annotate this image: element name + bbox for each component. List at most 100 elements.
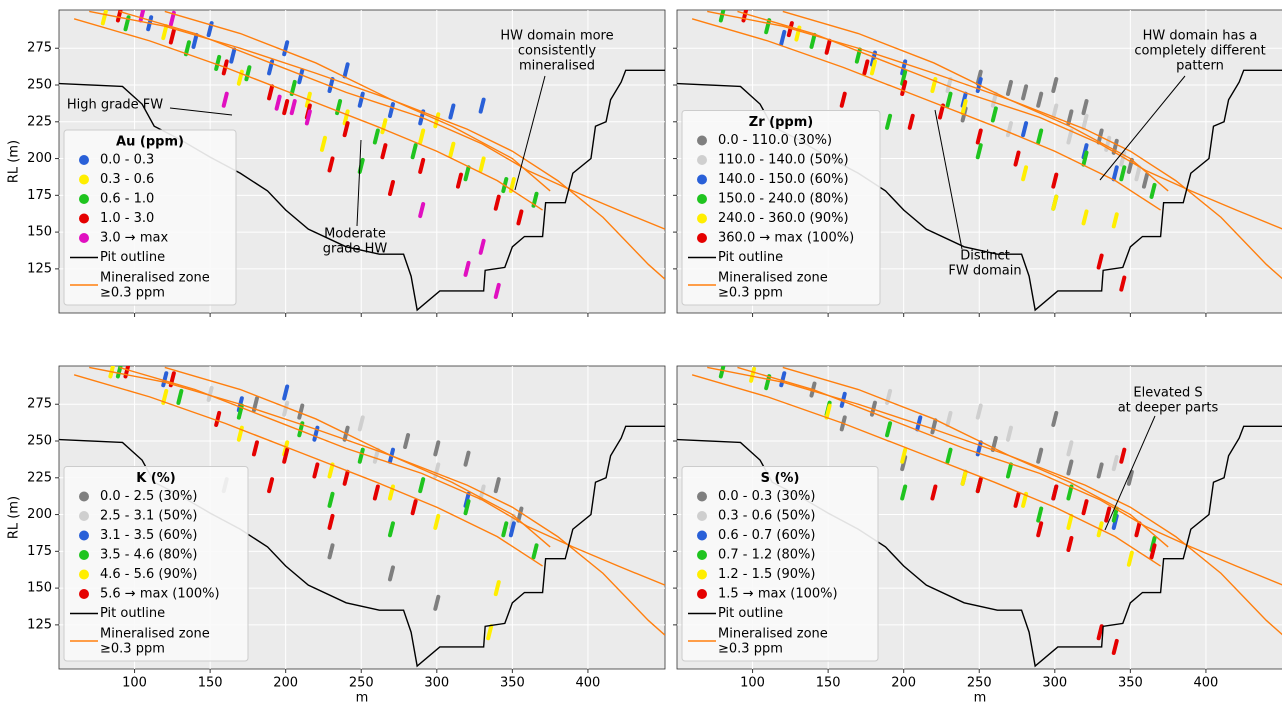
legend-marker	[79, 589, 89, 599]
legend-marker	[697, 511, 707, 521]
annotation: completely different	[1134, 44, 1265, 59]
annotation-arrow	[934, 109, 963, 250]
legend-label: 360.0 → max (100%)	[718, 231, 854, 246]
x-tick-label: 250	[349, 676, 374, 691]
sample-point	[1021, 121, 1029, 138]
legend-label: Pit outline	[718, 606, 783, 621]
legend-marker	[697, 155, 707, 165]
legend-label: 5.6 → max (100%)	[100, 587, 220, 602]
legend-label: 0.6 - 0.7 (60%)	[718, 528, 815, 543]
x-tick-label: 250	[967, 676, 992, 691]
sample-point	[1134, 165, 1142, 182]
sample-point	[372, 447, 380, 464]
sample-point	[1005, 121, 1013, 138]
legend-marker	[79, 569, 89, 580]
mineralised-zone-line	[737, 10, 1282, 230]
sample-point	[327, 77, 335, 94]
sample-point	[161, 371, 169, 388]
mineralised-zone-line	[119, 10, 665, 230]
legend-marker	[79, 174, 89, 185]
legend-label: 0.0 - 0.3	[100, 153, 154, 168]
legend-marker	[79, 511, 89, 521]
sample-point	[779, 29, 787, 46]
legend-label: ≥0.3 ppm	[718, 286, 783, 301]
x-tick-label: 300	[1042, 676, 1067, 691]
sample-point	[463, 165, 471, 182]
sample-point	[960, 469, 968, 486]
sample-point	[990, 91, 998, 108]
sample-point	[1066, 484, 1074, 501]
sample-point	[493, 477, 501, 494]
legend-label: 0.0 - 2.5 (30%)	[100, 489, 197, 504]
legend-marker	[697, 233, 707, 243]
legend-label: 3.0 → max	[100, 231, 168, 246]
sample-point	[1066, 459, 1074, 476]
sample-point	[433, 594, 441, 611]
y-tick-label: 200	[27, 507, 52, 522]
sample-point	[312, 462, 320, 479]
sample-point	[869, 50, 877, 67]
legend-marker	[697, 530, 707, 541]
annotation-arrow	[1099, 75, 1186, 181]
legend-label: 110.0 - 140.0 (50%)	[718, 153, 849, 168]
sample-point	[1081, 150, 1089, 167]
sample-point	[448, 103, 456, 120]
sample-point	[229, 47, 237, 64]
sample-point	[809, 32, 817, 49]
sample-point	[251, 440, 259, 457]
sample-point	[1104, 506, 1112, 523]
legend-label: 4.6 - 5.6 (90%)	[100, 567, 197, 582]
sample-point	[945, 410, 953, 427]
y-tick-label: 225	[27, 114, 52, 129]
sample-point	[100, 10, 108, 26]
sample-point	[387, 565, 395, 582]
mineralised-zone-line	[782, 10, 1169, 192]
sample-point	[282, 400, 290, 417]
legend-title: Zr (ppm)	[749, 115, 813, 130]
x-tick-label: 400	[576, 676, 601, 691]
sample-point	[161, 388, 169, 405]
legend-label: ≥0.3 ppm	[718, 642, 783, 657]
legend-marker	[79, 213, 89, 224]
sample-point	[418, 157, 426, 174]
y-tick-label: 125	[27, 261, 52, 276]
y-tick-label: 200	[27, 151, 52, 166]
plot-area	[677, 366, 1282, 669]
sample-point	[907, 113, 915, 130]
legend-label: 0.3 - 0.6 (50%)	[718, 509, 815, 524]
legend-label: Mineralised zone	[100, 271, 210, 286]
sample-point	[1036, 521, 1044, 538]
sample-point	[1141, 172, 1149, 189]
sample-point	[380, 118, 388, 135]
sample-point	[206, 385, 214, 402]
legend-label: Pit outline	[100, 250, 165, 265]
x-tick-label: 200	[891, 676, 916, 691]
annotation: pattern	[1176, 59, 1224, 74]
legend-label: Mineralised zone	[100, 627, 210, 642]
legend-marker	[697, 213, 707, 224]
annotation: FW domain	[948, 264, 1021, 279]
legend-marker	[79, 233, 89, 243]
sample-point	[486, 624, 494, 641]
sample-point	[885, 113, 893, 130]
sample-point	[900, 447, 908, 464]
sample-point	[1005, 79, 1013, 96]
sample-point	[930, 418, 938, 435]
legend-box	[681, 110, 881, 306]
sample-point	[1005, 425, 1013, 442]
sample-point	[342, 62, 350, 79]
sample-point	[945, 91, 953, 108]
sample-point	[1111, 165, 1119, 182]
y-tick-label: 175	[27, 544, 52, 559]
annotation: grade HW	[323, 242, 388, 257]
sample-point	[327, 462, 335, 479]
sample-point	[975, 403, 983, 420]
sample-point	[900, 484, 908, 501]
sample-point	[448, 141, 456, 158]
sample-point	[869, 59, 877, 76]
sample-point	[115, 10, 123, 23]
legend-marker	[79, 155, 89, 165]
sample-point	[1126, 550, 1134, 567]
sample-point	[531, 543, 539, 560]
